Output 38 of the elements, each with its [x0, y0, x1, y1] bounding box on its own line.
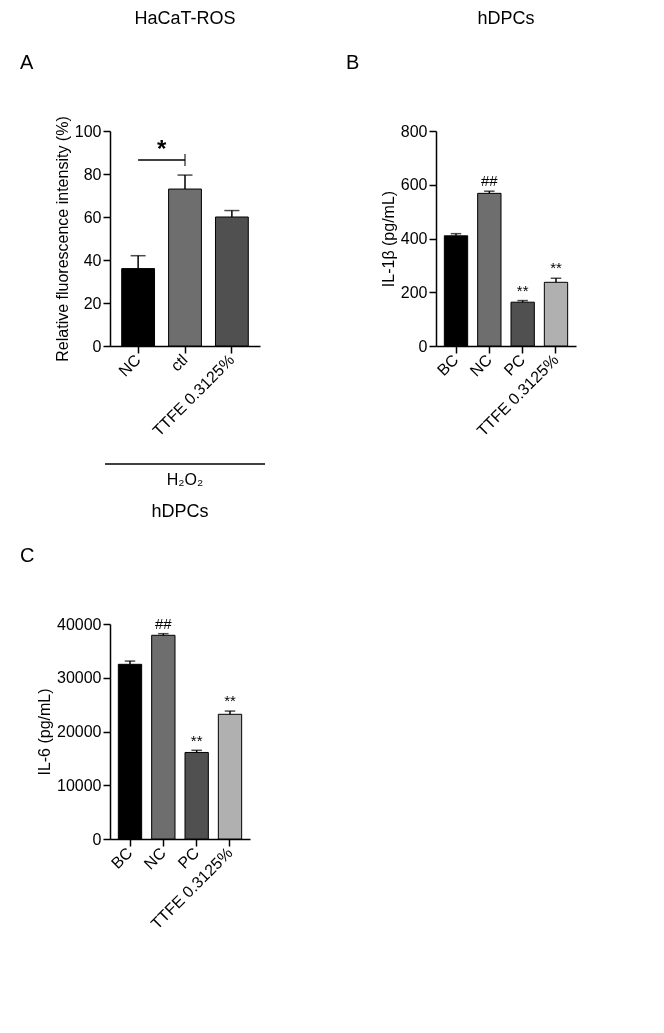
y-axis-title: Relative fluorescence intensity (%): [53, 116, 71, 362]
text: A: [20, 51, 34, 73]
annotation: **: [224, 692, 236, 710]
chart-title: hDPCs: [151, 501, 209, 521]
y-tick-label: 40000: [57, 615, 102, 633]
y-tick-label: 200: [400, 283, 428, 301]
annotation: *: [156, 135, 167, 163]
x-tick-label: BC: [433, 351, 462, 379]
y-tick-label: 10000: [57, 776, 102, 794]
y-tick-label: 800: [400, 122, 428, 140]
annotation: **: [516, 281, 529, 299]
x-tick-label: NC: [140, 844, 169, 873]
y-tick-label: 600: [400, 176, 428, 194]
y-axis-title: IL-6 (pg/mL): [36, 688, 54, 776]
y-tick-label: 20: [83, 294, 102, 312]
annotation: **: [550, 259, 562, 277]
y-tick-label: 100: [74, 122, 102, 140]
y-tick-label: 0: [92, 337, 102, 355]
y-tick-label: 60: [83, 208, 102, 226]
y-tick-label: 0: [418, 337, 428, 355]
x-tick-label: BC: [107, 844, 136, 872]
y-tick-label: 80: [83, 165, 102, 183]
y-tick-label: 40: [83, 251, 102, 269]
y-tick-label: 20000: [57, 723, 102, 740]
chart-title: HaCaT-ROS: [134, 8, 236, 28]
text: H₂O₂: [166, 471, 204, 488]
y-tick-label: 0: [92, 830, 102, 848]
annotation: **: [190, 732, 203, 750]
y-axis-title: IL-1β (pg/mL): [379, 190, 397, 288]
x-tick-label: NC: [115, 351, 144, 380]
annotation: ##: [480, 172, 499, 190]
chart-title: hDPCs: [477, 8, 535, 28]
y-tick-label: 400: [400, 230, 428, 247]
annotation: ##: [154, 615, 173, 633]
x-tick-label: NC: [466, 351, 495, 380]
y-tick-label: 30000: [57, 669, 102, 687]
text: C: [20, 544, 35, 566]
text: B: [346, 51, 360, 73]
